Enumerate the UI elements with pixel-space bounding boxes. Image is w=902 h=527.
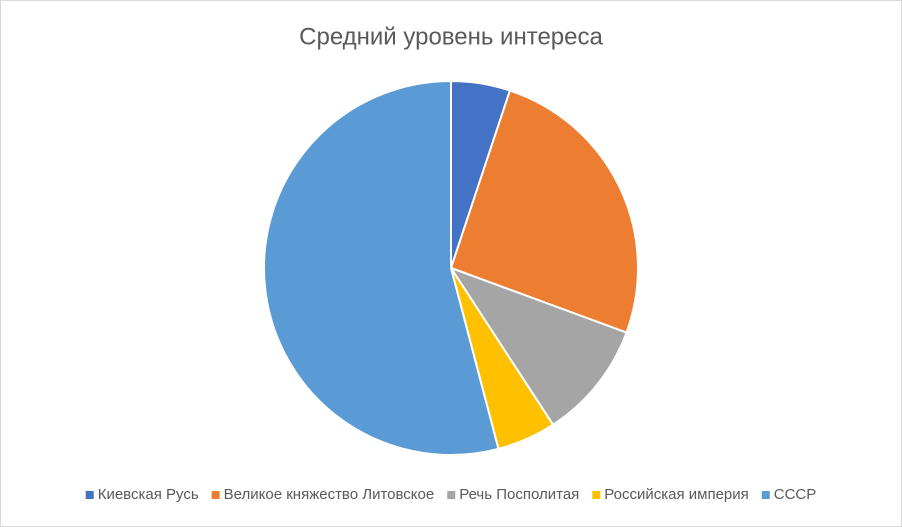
pie-slice [449, 89, 639, 334]
legend-label: Российская империя [604, 486, 748, 503]
legend-swatch [761, 491, 770, 499]
legend-swatch [447, 491, 456, 499]
chart-title: Средний уровень интереса [299, 23, 603, 50]
legend-label: Киевская Русь [98, 486, 199, 503]
pie-slice [448, 266, 628, 427]
pie-slice [263, 79, 500, 456]
legend-label: Речь Посполитая [459, 486, 579, 503]
legend-swatch [85, 491, 94, 499]
legend-swatch [211, 491, 220, 499]
legend-label: СССР [774, 486, 817, 503]
legend-label: Великое княжество Литовское [224, 486, 435, 503]
legend-swatch [592, 491, 601, 499]
